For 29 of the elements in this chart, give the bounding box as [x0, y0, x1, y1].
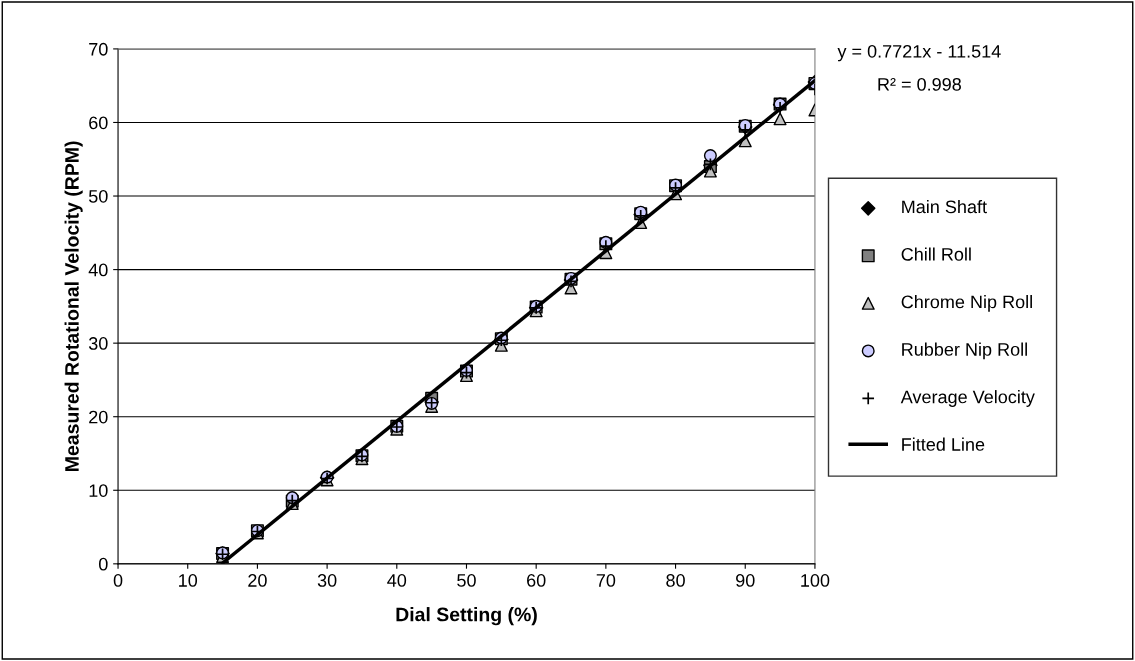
x-tick-label: 20 — [248, 574, 267, 587]
x-tick-label: 10 — [179, 574, 198, 587]
legend-label: Main Shaft — [902, 199, 987, 214]
y-tick-label: 60 — [89, 116, 108, 130]
text: y = 0.7721x - 11.514 — [837, 44, 1001, 62]
x-tick-label: 30 — [317, 574, 337, 587]
y-tick-label: 50 — [88, 189, 108, 203]
y-tick-label: 40 — [88, 263, 108, 277]
legend-label: Fitted Line — [902, 437, 985, 451]
x-tick-label: 80 — [666, 574, 685, 587]
x-tick-label: 60 — [527, 574, 546, 587]
y-axis-title: Measured Rotational Velocity (RPM) — [64, 141, 83, 471]
x-tick-label: 100 — [801, 574, 830, 587]
y-tick-label: 20 — [89, 410, 108, 424]
x-tick-label: 0 — [113, 574, 123, 587]
legend-label: Chrome Nip Roll — [901, 295, 1032, 312]
x-tick-label: 70 — [596, 574, 616, 587]
y-tick-label: 0 — [98, 557, 108, 571]
x-tick-label: 90 — [736, 574, 755, 587]
legend-label: Rubber Nip Roll — [902, 342, 1027, 360]
y-tick-label: 70 — [89, 42, 108, 56]
text: R² = 0.998 — [878, 77, 961, 91]
x-tick-label: 50 — [457, 574, 476, 587]
x-tick-label: 40 — [387, 574, 407, 587]
legend-label: Average Velocity — [900, 390, 1035, 407]
legend-label: Chill Roll — [901, 247, 971, 261]
y-tick-label: 30 — [88, 337, 108, 350]
y-tick-label: 10 — [89, 484, 108, 497]
x-axis-title: Dial Setting (%) — [396, 607, 537, 626]
